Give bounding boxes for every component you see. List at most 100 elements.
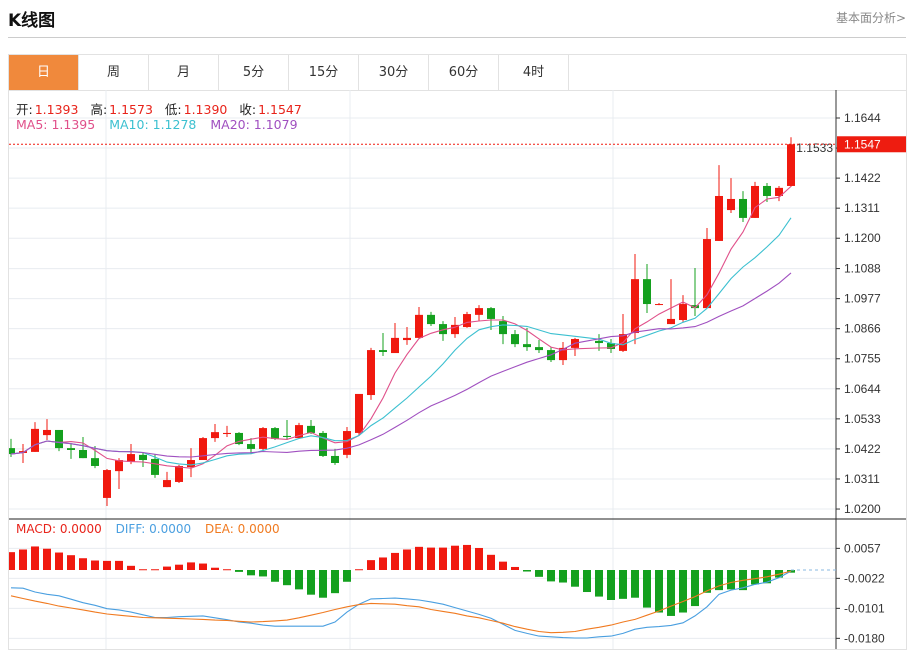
low-label: 低: — [164, 102, 182, 117]
candle-up — [415, 314, 423, 338]
candle-down — [139, 454, 147, 461]
macd-bar-positive — [139, 569, 147, 571]
candle-up — [391, 337, 399, 354]
candle-up — [655, 304, 663, 306]
macd-bar-positive — [463, 544, 471, 570]
candle-up — [211, 432, 219, 439]
macd-bar-positive — [439, 547, 447, 570]
fundamental-analysis-link[interactable]: 基本面分析> — [835, 11, 906, 25]
macd-bar-negative — [619, 570, 627, 599]
macd-bar-positive — [91, 560, 99, 570]
macd-tick-label: -0.0180 — [844, 631, 885, 645]
macd-bar-positive — [511, 566, 519, 570]
tab-week[interactable]: 周 — [79, 55, 149, 90]
diff-line — [10, 570, 792, 639]
candle-up — [31, 428, 39, 452]
candle-up — [475, 308, 483, 315]
price-tick-label: 1.0422 — [844, 442, 881, 456]
candle-down — [523, 344, 531, 348]
divider — [8, 37, 906, 38]
candle-up — [727, 198, 735, 211]
period-tabs: 日 周 月 5分 15分 30分 60分 4时 — [9, 55, 906, 91]
macd-bar-negative — [235, 570, 243, 572]
candle-down — [499, 321, 507, 335]
tab-30min[interactable]: 30分 — [359, 55, 429, 90]
tab-month[interactable]: 月 — [149, 55, 219, 90]
candle-up — [43, 429, 51, 436]
macd-bar-negative — [271, 570, 279, 582]
macd-bar-negative — [559, 570, 567, 583]
tab-day[interactable]: 日 — [9, 55, 79, 90]
candle-down — [55, 429, 63, 449]
macd-bar-negative — [607, 570, 615, 600]
macd-bar-negative — [595, 570, 603, 597]
candle-down — [235, 432, 243, 445]
candle-up — [559, 347, 567, 361]
macd-bar-positive — [487, 554, 495, 570]
high-value: 1.1573 — [109, 102, 153, 117]
price-tick-label: 1.1200 — [844, 231, 881, 245]
macd-bar-positive — [199, 563, 207, 570]
diff-value: DIFF: 0.0000 — [115, 522, 192, 536]
candle-up — [751, 185, 759, 218]
candle-down — [511, 334, 519, 345]
macd-bar-negative — [691, 570, 699, 607]
candle-down — [67, 448, 75, 451]
macd-bar-positive — [79, 558, 87, 570]
macd-bar-positive — [115, 560, 123, 570]
macd-bar-positive — [187, 562, 195, 570]
candle-up — [199, 438, 207, 461]
macd-bar-positive — [163, 566, 171, 570]
candle-down — [427, 314, 435, 325]
price-tick-label: 1.1088 — [844, 262, 881, 276]
price-tick-label: 1.1311 — [844, 201, 880, 215]
candle-up — [451, 324, 459, 335]
candle-up — [163, 480, 171, 488]
dea-value: DEA: 0.0000 — [204, 522, 280, 536]
candle-up — [679, 304, 687, 321]
macd-bar-negative — [655, 570, 663, 613]
candle-down — [331, 455, 339, 463]
macd-bar-negative — [727, 570, 735, 590]
macd-bar-positive — [379, 557, 387, 570]
macd-bar-positive — [175, 564, 183, 570]
macd-bar-positive — [127, 565, 135, 570]
macd-info: MACD: 0.0000 DIFF: 0.0000 DEA: 0.0000 — [16, 522, 282, 536]
macd-bar-negative — [295, 570, 303, 590]
tab-15min[interactable]: 15分 — [289, 55, 359, 90]
price-tick-label: 1.0866 — [844, 322, 881, 336]
open-value: 1.1393 — [34, 102, 79, 117]
macd-bar-positive — [55, 552, 63, 570]
macd-bar-negative — [343, 570, 351, 582]
macd-bar-negative — [643, 570, 651, 608]
price-tick-label: 1.0200 — [844, 502, 881, 516]
price-tick-label: 1.0533 — [844, 412, 881, 426]
macd-bar-positive — [475, 547, 483, 570]
macd-bar-positive — [391, 552, 399, 570]
macd-bar-negative — [715, 570, 723, 591]
macd-tick-label: 0.0057 — [844, 541, 881, 555]
candle-up — [343, 431, 351, 455]
kline-chart[interactable]: 1.1644 1.1533 1.1422 1.1311 1.1200 1.1088 1.09… — [9, 90, 906, 649]
tab-60min[interactable]: 60分 — [429, 55, 499, 90]
candle-up — [103, 470, 111, 498]
macd-bar-negative — [667, 570, 675, 616]
macd-bar-negative — [307, 570, 315, 595]
macd-bar-positive — [67, 555, 75, 570]
candle-up — [667, 318, 675, 325]
tab-4hour[interactable]: 4时 — [499, 55, 569, 90]
ma20-line — [10, 272, 792, 458]
candle-up — [367, 350, 375, 396]
macd-bar-positive — [367, 560, 375, 570]
candle-up — [787, 144, 795, 186]
macd-bar-negative — [247, 570, 255, 576]
tab-5min[interactable]: 5分 — [219, 55, 289, 90]
candle-down — [487, 308, 495, 319]
candle-up — [355, 393, 363, 433]
candle-down — [271, 428, 279, 439]
page-title: K线图 — [8, 11, 56, 31]
macd-bar-negative — [259, 570, 267, 577]
macd-bar-negative — [583, 570, 591, 593]
candle-down — [595, 340, 603, 344]
macd-bar-positive — [355, 569, 363, 571]
